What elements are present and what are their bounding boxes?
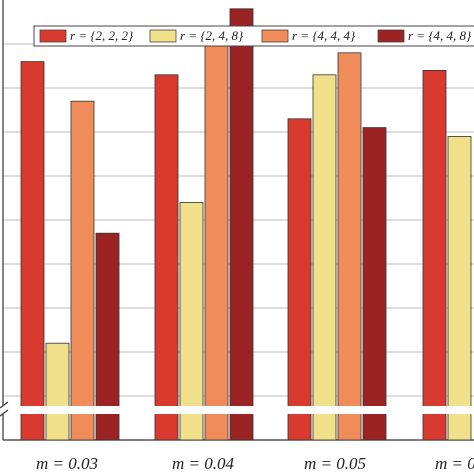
bar	[422, 70, 447, 441]
legend-label: r = {4, 4, 8}	[408, 28, 472, 43]
bar	[20, 61, 45, 441]
legend: r = {2, 2, 2} r = {2, 4, 8} r = {4, 4, 4…	[33, 25, 474, 47]
legend-item: r = {4, 4, 4}	[261, 28, 356, 43]
bar	[95, 232, 120, 441]
axis-break-mark-lower	[0, 409, 9, 417]
bar	[337, 52, 362, 441]
legend-item: r = {2, 2, 2}	[39, 28, 134, 43]
bar	[179, 201, 204, 441]
bar	[362, 127, 387, 441]
bar	[229, 8, 254, 441]
bar	[312, 74, 337, 441]
axis-break-mark-upper	[0, 401, 9, 409]
bars	[20, 8, 472, 441]
legend-box	[33, 25, 474, 47]
category-label: m = 0.06	[435, 454, 474, 473]
legend-swatch	[377, 29, 405, 43]
axis-break	[0, 401, 474, 417]
legend-swatch	[149, 29, 177, 43]
legend-swatch	[39, 29, 67, 43]
axis-break-band	[0, 406, 474, 414]
bar	[154, 74, 179, 441]
bar	[45, 342, 70, 441]
bar	[70, 100, 95, 441]
category-labels: m = 0.03 m = 0.04 m = 0.05 m = 0.06	[36, 454, 474, 473]
legend-item: r = {2, 4, 8}	[149, 28, 244, 43]
category-label: m = 0.05	[304, 454, 366, 473]
category-label: m = 0.04	[172, 454, 234, 473]
bar	[204, 34, 229, 441]
bar	[447, 135, 472, 441]
legend-label: r = {2, 4, 8}	[180, 28, 244, 43]
legend-label: r = {4, 4, 4}	[292, 28, 356, 43]
legend-swatch	[261, 29, 289, 43]
legend-label: r = {2, 2, 2}	[70, 28, 134, 43]
legend-item: r = {4, 4, 8}	[377, 28, 472, 43]
category-label: m = 0.03	[36, 454, 98, 473]
bar	[287, 118, 312, 441]
